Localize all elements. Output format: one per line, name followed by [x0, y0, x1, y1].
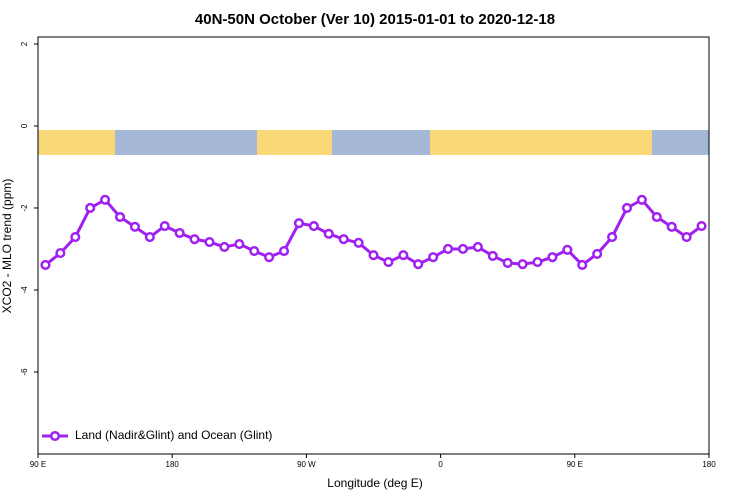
x-axis-label: Longitude (deg E): [327, 476, 422, 490]
map-strip: [38, 130, 709, 155]
point: [547, 252, 558, 263]
legend-label: Land (Nadir&Glint) and Ocean (Glint): [75, 428, 272, 442]
point: [40, 259, 51, 271]
point: [308, 220, 319, 232]
y-tick-label: -6: [20, 368, 29, 376]
point: [249, 245, 260, 257]
y-tick-label: -2: [20, 204, 29, 212]
point: [457, 243, 469, 255]
point: [159, 220, 170, 232]
chart-title: 40N-50N October (Ver 10) 2015-01-01 to 2…: [195, 11, 555, 28]
point: [607, 232, 618, 243]
point: [413, 259, 424, 270]
point: [368, 250, 379, 261]
point: [592, 248, 603, 259]
point: [502, 257, 513, 268]
point: [577, 259, 588, 271]
x-tick-label: 90 E: [567, 460, 583, 469]
point: [428, 252, 439, 263]
point: [681, 232, 692, 243]
land: [430, 130, 652, 155]
point: [293, 218, 304, 229]
point: [144, 232, 155, 243]
x-tick-label: 90 W: [297, 460, 316, 469]
point: [55, 248, 66, 259]
point: [532, 257, 543, 268]
point: [189, 234, 200, 245]
point: [219, 241, 230, 252]
point: [398, 250, 409, 261]
point: [562, 244, 573, 255]
land: [38, 130, 115, 155]
point: [70, 232, 81, 243]
point: [323, 228, 334, 239]
point: [353, 237, 364, 248]
y-tick-label: -4: [20, 286, 29, 294]
point: [100, 194, 111, 205]
point: [696, 220, 707, 232]
point: [114, 211, 126, 223]
y-axis-label: XCO2 - MLO trend (ppm): [0, 179, 14, 314]
point: [621, 202, 633, 214]
x-tick-label: 0: [438, 460, 443, 469]
point: [472, 241, 483, 252]
x-tick-label: 180: [166, 460, 180, 469]
x-tick-label: 180: [702, 460, 716, 469]
point: [204, 236, 215, 248]
point: [487, 250, 498, 262]
legend-marker: [49, 430, 61, 442]
point: [383, 257, 394, 268]
point: [85, 202, 96, 214]
point: [264, 252, 275, 263]
point: [636, 194, 647, 205]
y-tick-label: 0: [20, 123, 29, 128]
point: [651, 211, 662, 223]
point: [174, 227, 185, 239]
point: [129, 221, 140, 232]
point: [443, 243, 454, 255]
land: [257, 130, 332, 155]
y-tick-label: 2: [20, 41, 29, 46]
point: [278, 245, 290, 257]
point: [517, 259, 528, 270]
point: [234, 239, 245, 250]
plot-frame: [37, 36, 710, 455]
point: [666, 221, 677, 232]
x-tick-label: 90 E: [30, 460, 46, 469]
point: [338, 234, 349, 245]
